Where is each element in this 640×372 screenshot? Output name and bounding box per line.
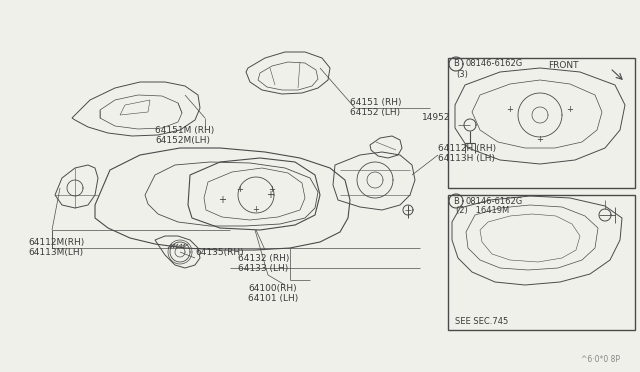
Text: 64100(RH): 64100(RH) <box>248 283 296 292</box>
Text: SEE SEC.745: SEE SEC.745 <box>455 317 508 327</box>
Text: 64151 (RH): 64151 (RH) <box>350 99 401 108</box>
Text: 64133 (LH): 64133 (LH) <box>238 263 288 273</box>
Text: +: + <box>507 106 513 115</box>
Text: 64135(RH): 64135(RH) <box>195 247 244 257</box>
Text: 64112M(RH): 64112M(RH) <box>28 237 84 247</box>
Text: +: + <box>269 186 275 195</box>
Text: ^6·0*0 8P: ^6·0*0 8P <box>581 356 620 365</box>
Text: +: + <box>266 190 274 200</box>
Text: +: + <box>218 195 226 205</box>
Text: 64101 (LH): 64101 (LH) <box>248 294 298 302</box>
Text: (2)   16419M: (2) 16419M <box>456 206 509 215</box>
Text: 64152M(LH): 64152M(LH) <box>155 135 210 144</box>
Text: 64113H (LH): 64113H (LH) <box>438 154 495 163</box>
Text: 64152 (LH): 64152 (LH) <box>350 109 400 118</box>
Text: +: + <box>253 205 259 215</box>
Text: (3): (3) <box>456 70 468 78</box>
Text: B: B <box>453 60 459 68</box>
Text: 08146-6162G: 08146-6162G <box>466 196 524 205</box>
Text: 64113M(LH): 64113M(LH) <box>28 247 83 257</box>
Text: 08146-6162G: 08146-6162G <box>466 60 524 68</box>
Text: +: + <box>566 106 573 115</box>
Text: FRONT: FRONT <box>548 61 579 70</box>
Text: B: B <box>453 196 459 205</box>
Text: 64151M (RH): 64151M (RH) <box>155 125 214 135</box>
Text: 14952: 14952 <box>422 113 450 122</box>
Text: +: + <box>536 135 543 144</box>
Text: 64112H (RH): 64112H (RH) <box>438 144 496 153</box>
Text: 64132 (RH): 64132 (RH) <box>238 253 289 263</box>
Text: +: + <box>237 186 243 195</box>
